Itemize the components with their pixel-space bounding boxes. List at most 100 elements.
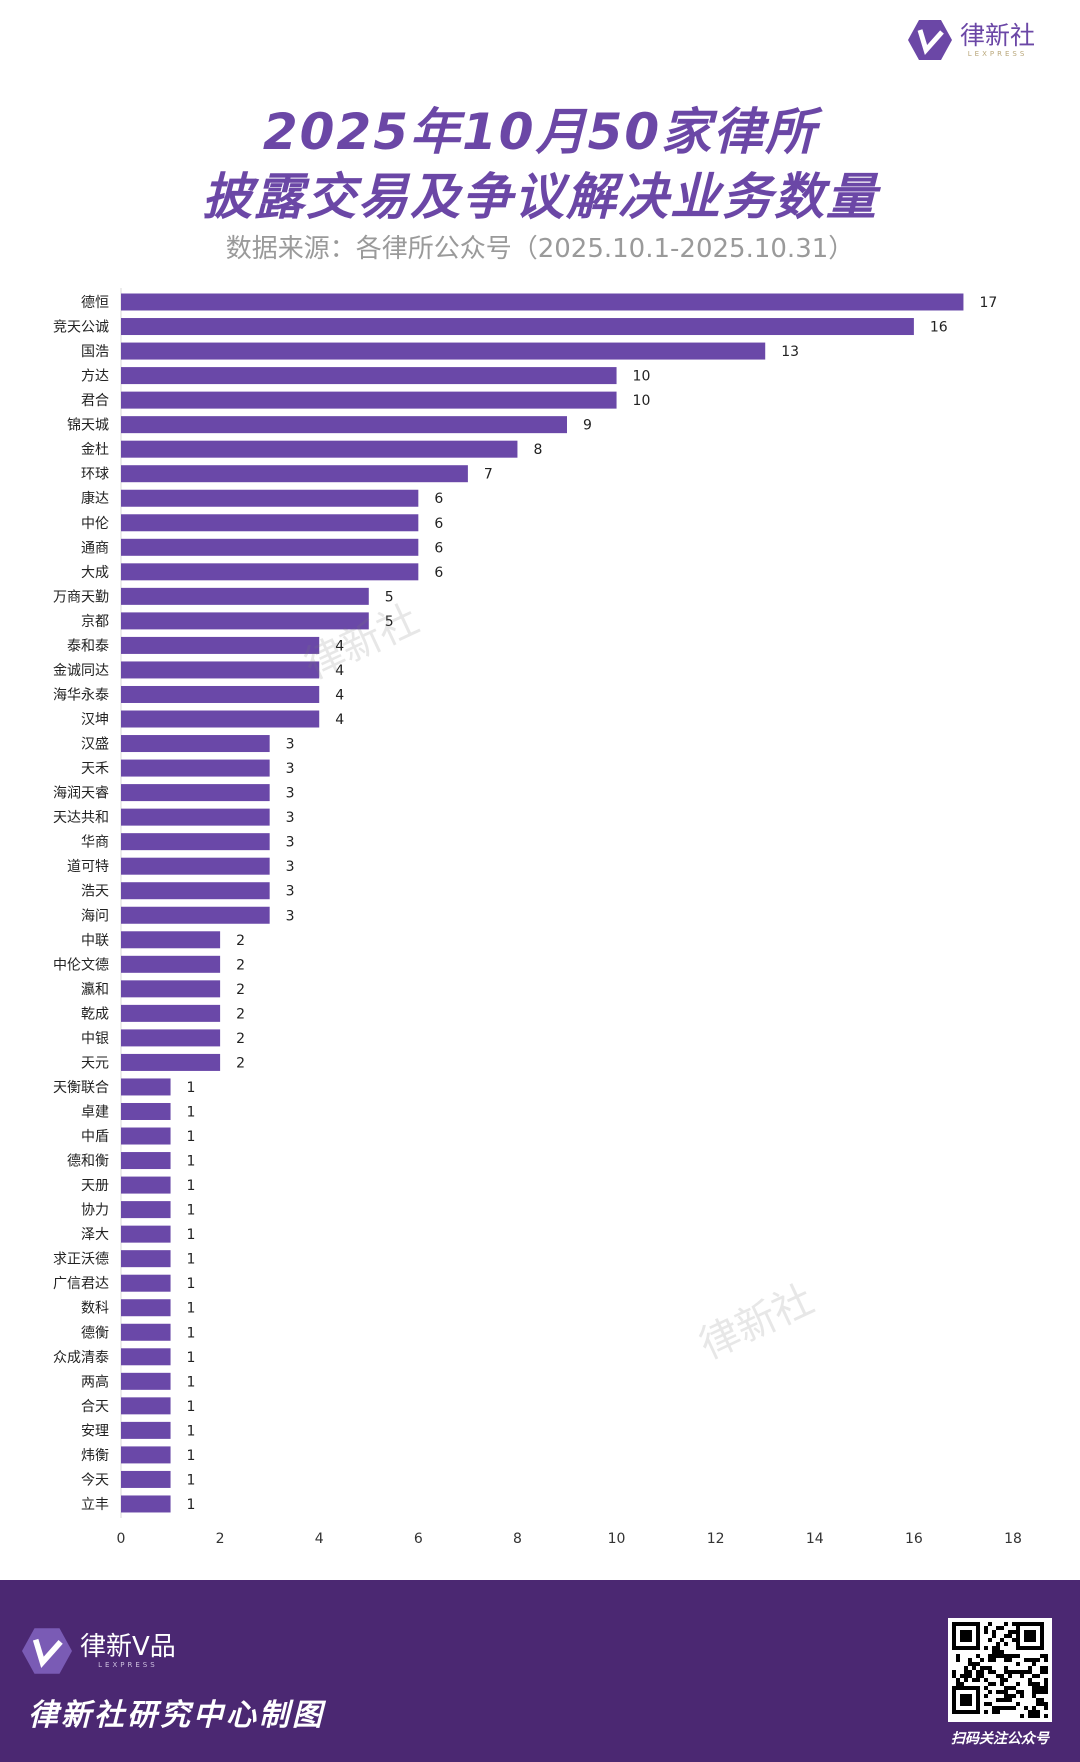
category-label: 立丰 [81, 1497, 109, 1513]
category-label: 华商 [81, 835, 109, 851]
bar [121, 931, 221, 949]
category-label: 中盾 [81, 1129, 109, 1145]
data-label: 1 [187, 1399, 196, 1415]
logo-hexagon-icon [908, 20, 952, 60]
data-label: 2 [236, 1055, 245, 1071]
category-label: 德恒 [81, 295, 109, 311]
footer: 律新V品 LEXPRESS 律新社研究中心制图 扫码关注公众号 [0, 1580, 1080, 1762]
data-label: 2 [236, 957, 245, 973]
data-label: 5 [385, 589, 394, 605]
bar [121, 1102, 171, 1120]
bar [121, 1397, 171, 1415]
category-label: 海问 [81, 908, 109, 924]
data-label: 4 [335, 687, 344, 703]
x-tick-label: 12 [707, 1531, 725, 1547]
x-tick-label: 2 [216, 1531, 225, 1547]
bar [121, 1078, 171, 1096]
bar [121, 710, 320, 728]
bar [121, 1225, 171, 1243]
data-label: 6 [434, 540, 443, 556]
category-label: 合天 [81, 1399, 109, 1415]
bar [121, 538, 419, 556]
x-tick-label: 4 [315, 1531, 324, 1547]
bar [121, 1004, 221, 1022]
data-label: 6 [434, 491, 443, 507]
bar [121, 955, 221, 973]
x-tick-label: 16 [905, 1531, 923, 1547]
data-label: 3 [286, 810, 295, 826]
category-label: 汉盛 [81, 737, 109, 753]
category-label: 天达共和 [53, 810, 109, 826]
category-label: 天衡联合 [53, 1080, 109, 1096]
qr-code[interactable] [948, 1618, 1052, 1722]
qr-caption: 扫码关注公众号 [951, 1731, 1049, 1747]
footer-credit: 律新社研究中心制图 [28, 1698, 325, 1733]
bar [121, 735, 270, 753]
category-label: 锦天城 [67, 417, 109, 434]
data-label: 1 [187, 1227, 196, 1243]
logo-sub: LEXPRESS [967, 50, 1028, 58]
data-label: 2 [236, 933, 245, 949]
data-label: 3 [286, 737, 295, 753]
bar [121, 465, 468, 483]
category-label: 天禾 [81, 761, 109, 777]
bar [121, 1127, 171, 1145]
bar [121, 1495, 171, 1513]
bar [121, 1250, 171, 1268]
bar [121, 1029, 221, 1047]
data-label: 3 [286, 835, 295, 851]
data-label: 10 [633, 393, 651, 409]
data-label: 17 [979, 295, 997, 311]
category-label: 君合 [81, 393, 109, 409]
bar [121, 808, 270, 826]
data-label: 1 [187, 1497, 196, 1513]
bar [121, 367, 617, 385]
x-tick-label: 14 [806, 1531, 824, 1547]
bar [121, 1053, 221, 1071]
bar [121, 636, 320, 654]
category-label: 泰和泰 [67, 638, 109, 654]
category-label: 安理 [81, 1423, 109, 1439]
category-label: 通商 [81, 540, 109, 556]
data-label: 1 [187, 1104, 196, 1120]
category-label: 中银 [81, 1031, 109, 1047]
data-label: 6 [434, 565, 443, 581]
data-label: 1 [187, 1301, 196, 1317]
data-label: 1 [187, 1325, 196, 1341]
category-label: 卓建 [81, 1104, 109, 1120]
category-label: 康达 [81, 490, 109, 507]
bar [121, 1421, 171, 1439]
bar [121, 1323, 171, 1341]
category-label: 瀛和 [81, 981, 109, 998]
category-label: 求正沃德 [53, 1252, 109, 1268]
bar [121, 1348, 171, 1366]
bar [121, 293, 964, 311]
data-label: 1 [187, 1276, 196, 1292]
data-label: 8 [533, 442, 542, 458]
category-label: 天册 [81, 1178, 109, 1194]
category-label: 浩天 [81, 884, 109, 900]
data-label: 9 [583, 418, 592, 434]
category-label: 方达 [81, 369, 109, 385]
bar [121, 661, 320, 679]
bar [121, 980, 221, 998]
qr-code-icon [952, 1622, 1048, 1718]
bar [121, 833, 270, 851]
bar [121, 514, 419, 532]
category-label: 金杜 [81, 442, 109, 458]
category-label: 汉坤 [81, 712, 109, 728]
data-label: 10 [633, 369, 651, 385]
bar [121, 1299, 171, 1317]
category-label: 竞天公诚 [53, 319, 109, 336]
category-label: 德和衡 [67, 1154, 109, 1170]
bar [121, 318, 914, 336]
data-label: 16 [930, 320, 948, 336]
x-tick-label: 6 [414, 1531, 423, 1547]
category-label: 金诚同达 [53, 663, 109, 679]
bar [121, 489, 419, 507]
footer-logo: 律新V品 LEXPRESS [22, 1628, 176, 1674]
data-label: 3 [286, 884, 295, 900]
data-label: 2 [236, 982, 245, 998]
data-label: 4 [335, 663, 344, 679]
